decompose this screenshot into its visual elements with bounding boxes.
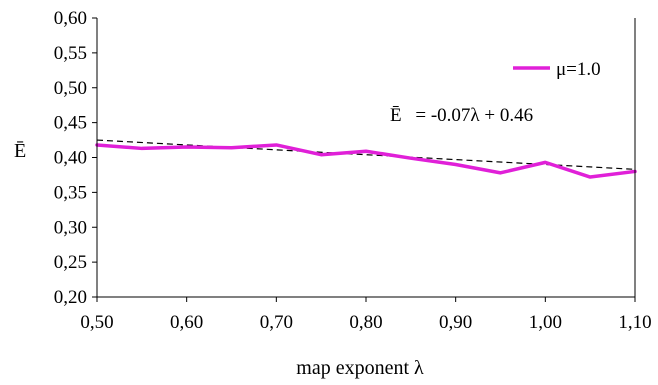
series-layer xyxy=(95,143,637,179)
y-axis-ticks: 0,20 0,25 0,30 0,35 0,40 0,45 0,50 0,55 0,60 xyxy=(54,8,97,308)
y-tick-label: 0,60 xyxy=(54,8,87,29)
y-tick-label: 0,40 xyxy=(54,148,87,169)
x-tick-label: 1,00 xyxy=(529,312,562,333)
data-point xyxy=(319,153,323,156)
x-tick-label: 0,60 xyxy=(170,312,203,333)
data-point xyxy=(185,145,188,149)
x-tick-label: 0,70 xyxy=(260,312,293,333)
y-tick-label: 0,35 xyxy=(54,182,87,203)
data-point xyxy=(275,143,278,147)
legend: μ=1.0 xyxy=(513,59,601,80)
data-point xyxy=(588,175,592,179)
equation-lhs: Ē xyxy=(390,105,402,126)
data-point xyxy=(230,146,233,149)
x-axis-ticks: 0,50 0,60 0,70 0,80 0,90 1,00 1,10 xyxy=(80,297,652,333)
x-axis-title: map exponent λ xyxy=(296,357,424,379)
y-tick-label: 0,50 xyxy=(54,78,87,99)
data-point xyxy=(499,171,502,175)
data-point xyxy=(364,150,368,153)
data-point xyxy=(544,161,547,164)
x-tick-label: 1,10 xyxy=(618,312,651,333)
y-tick-label: 0,55 xyxy=(54,43,87,64)
x-tick-label: 0,50 xyxy=(80,312,113,333)
y-tick-label: 0,20 xyxy=(54,287,87,308)
y-axis-title: Ē xyxy=(14,140,26,162)
x-tick-label: 0,80 xyxy=(349,312,382,333)
data-point xyxy=(140,147,144,150)
equation-annotation: Ē = -0.07λ + 0.46 xyxy=(390,105,533,126)
x-tick-label: 0,90 xyxy=(439,312,472,333)
data-point xyxy=(454,163,457,166)
y-tick-label: 0,30 xyxy=(54,217,87,238)
plot-area xyxy=(97,18,635,297)
legend-label: μ=1.0 xyxy=(556,59,601,80)
y-tick-label: 0,25 xyxy=(54,252,87,273)
y-tick-label: 0,45 xyxy=(54,113,87,134)
data-point xyxy=(409,156,413,160)
equation-rhs: = -0.07λ + 0.46 xyxy=(415,105,533,126)
